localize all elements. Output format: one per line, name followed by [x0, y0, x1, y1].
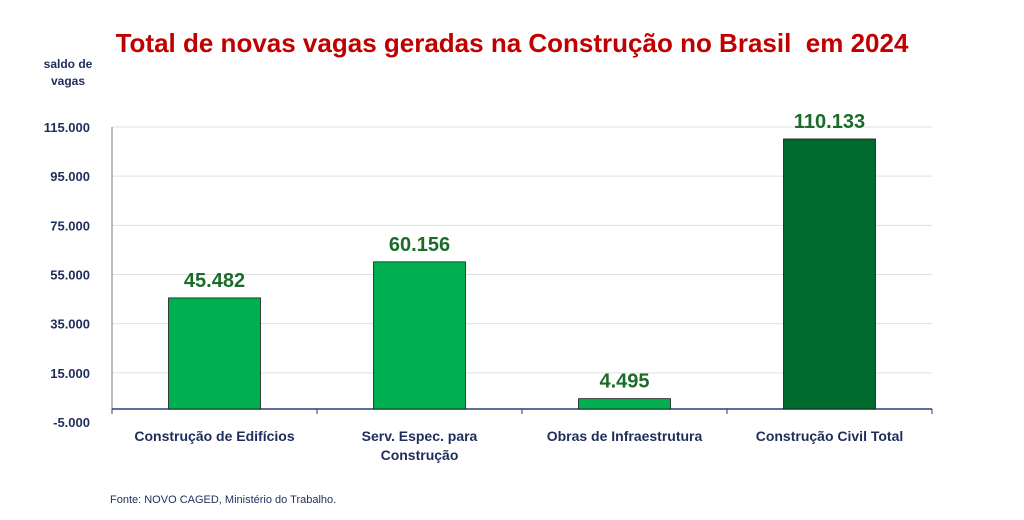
chart-title: Total de novas vagas geradas na Construç… [115, 28, 909, 58]
source-note: Fonte: NOVO CAGED, Ministério do Trabalh… [110, 494, 337, 506]
y-tick-label: 115.000 [44, 120, 90, 135]
y-tick-label: 95.000 [50, 169, 90, 184]
data-label: 45.482 [184, 270, 245, 292]
y-tick-label: -5.000 [53, 415, 90, 430]
y-tick-label: 35.000 [50, 317, 90, 332]
x-tick-label: Construção [381, 447, 459, 463]
data-label: 4.495 [599, 371, 649, 393]
y-tick-label: 55.000 [50, 268, 90, 283]
y-axis-label: saldo de vagas [43, 57, 93, 88]
data-label: 110.133 [794, 111, 865, 133]
x-tick-label: Construção de Edifícios [134, 428, 294, 444]
y-tick-label: 75.000 [50, 218, 90, 233]
bar [373, 261, 466, 410]
x-tick-label: Obras de Infraestrutura [547, 428, 703, 444]
bar [578, 398, 671, 410]
bar [168, 297, 261, 410]
bar [783, 138, 876, 410]
data-label: 60.156 [389, 234, 450, 256]
x-tick-label: Construção Civil Total [756, 428, 904, 444]
y-tick-label: 15.000 [50, 366, 90, 381]
x-tick-label: Serv. Espec. para [362, 428, 478, 444]
